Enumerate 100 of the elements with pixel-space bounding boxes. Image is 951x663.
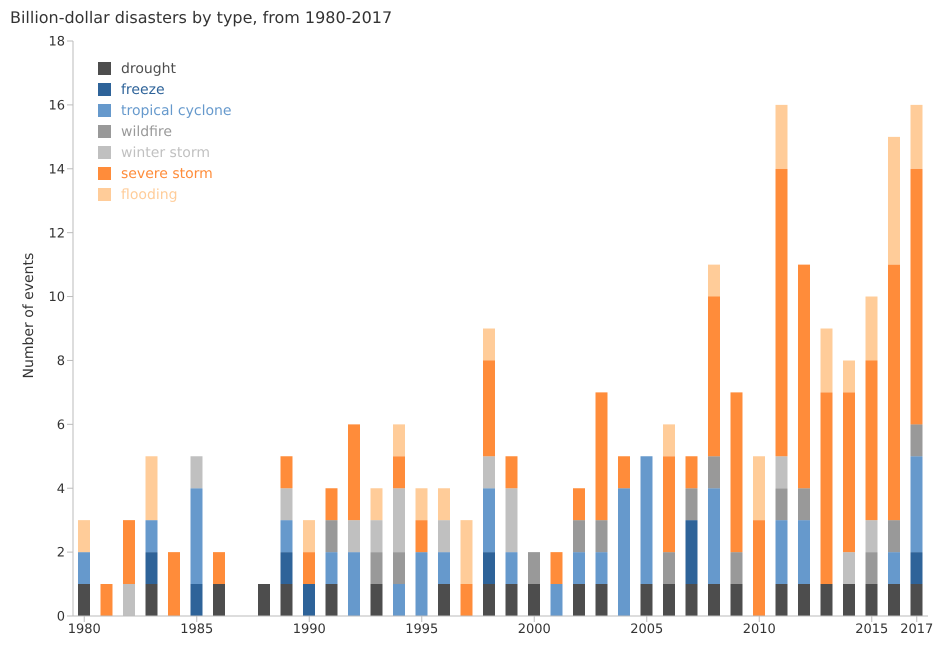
bar <box>798 264 810 488</box>
bar <box>550 584 562 616</box>
bar <box>483 584 495 616</box>
bar <box>213 552 225 584</box>
bar <box>843 360 855 392</box>
bar <box>528 552 540 584</box>
bar <box>686 520 698 584</box>
x-tick-label: 2005 <box>630 622 664 638</box>
bar <box>280 456 292 488</box>
bar <box>483 488 495 552</box>
y-tick-label: 0 <box>56 610 65 625</box>
bar <box>866 360 878 520</box>
bar <box>190 456 202 488</box>
bar <box>123 520 135 584</box>
x-tick-label: 1995 <box>405 622 438 638</box>
legend-label: drought <box>121 60 176 76</box>
bar <box>596 552 608 584</box>
bar <box>460 584 472 616</box>
bar <box>100 584 112 616</box>
y-tick-label: 18 <box>48 34 65 50</box>
bar <box>326 488 338 520</box>
bar <box>416 552 428 616</box>
bar <box>146 552 158 584</box>
legend-label: flooding <box>121 186 178 202</box>
bar <box>708 264 720 297</box>
bar <box>348 424 360 520</box>
bar <box>326 552 338 584</box>
bar <box>370 488 382 520</box>
bar <box>820 584 832 616</box>
bar <box>146 584 158 616</box>
bar <box>730 552 742 584</box>
bar <box>776 520 788 584</box>
bar <box>393 552 405 584</box>
x-tick-label: 1990 <box>292 622 326 638</box>
bar <box>483 552 495 584</box>
x-tick-label: 1985 <box>180 622 214 638</box>
bar <box>888 264 900 520</box>
bar <box>438 552 450 584</box>
bar <box>910 104 922 169</box>
bar <box>370 552 382 584</box>
bar <box>506 488 518 552</box>
bar <box>370 520 382 552</box>
bar <box>843 392 855 552</box>
bar <box>280 520 292 552</box>
bar <box>438 520 450 552</box>
bar <box>78 520 90 552</box>
bar <box>258 584 270 616</box>
bar <box>303 520 315 552</box>
bar <box>888 136 900 265</box>
bar <box>416 520 428 552</box>
bar <box>843 584 855 616</box>
bar <box>798 488 810 520</box>
legend-label: wildfire <box>121 124 172 140</box>
bar <box>146 456 158 520</box>
bar <box>798 584 810 616</box>
x-tick-label: 2017 <box>900 622 934 638</box>
legend-label: tropical cyclone <box>121 102 232 118</box>
bar <box>190 584 202 616</box>
bar <box>708 584 720 616</box>
bar <box>303 552 315 584</box>
bar <box>483 328 495 360</box>
bar <box>776 456 788 488</box>
bar <box>866 552 878 584</box>
bar <box>506 552 518 584</box>
bar <box>506 456 518 488</box>
bar <box>573 584 585 616</box>
x-tick-label: 2000 <box>518 622 551 638</box>
bar <box>280 584 292 616</box>
bar <box>640 584 652 616</box>
bar <box>303 584 315 616</box>
bar <box>168 552 180 616</box>
bar <box>820 392 832 584</box>
chart-title: Billion-dollar disasters by type, from 1980-2017 <box>10 8 394 27</box>
bar <box>416 488 428 520</box>
bar <box>753 456 765 520</box>
bar <box>843 552 855 584</box>
bar <box>393 488 405 552</box>
bar <box>618 456 630 488</box>
bar <box>866 296 878 360</box>
bar <box>663 584 675 616</box>
bar <box>686 488 698 520</box>
bar <box>438 584 450 616</box>
bar <box>910 456 922 552</box>
bar <box>393 456 405 488</box>
bar <box>326 520 338 552</box>
bar <box>910 168 922 424</box>
bar <box>483 360 495 456</box>
bar <box>888 520 900 552</box>
legend-label: freeze <box>121 82 165 98</box>
bar <box>460 520 472 584</box>
bar <box>866 520 878 552</box>
bar <box>483 456 495 488</box>
bar <box>910 424 922 456</box>
bar <box>596 584 608 616</box>
bar <box>146 520 158 552</box>
bar <box>708 488 720 584</box>
bar <box>686 456 698 488</box>
legend-label: severe storm <box>121 166 213 182</box>
bar <box>776 104 788 169</box>
y-tick-label: 2 <box>56 546 65 561</box>
